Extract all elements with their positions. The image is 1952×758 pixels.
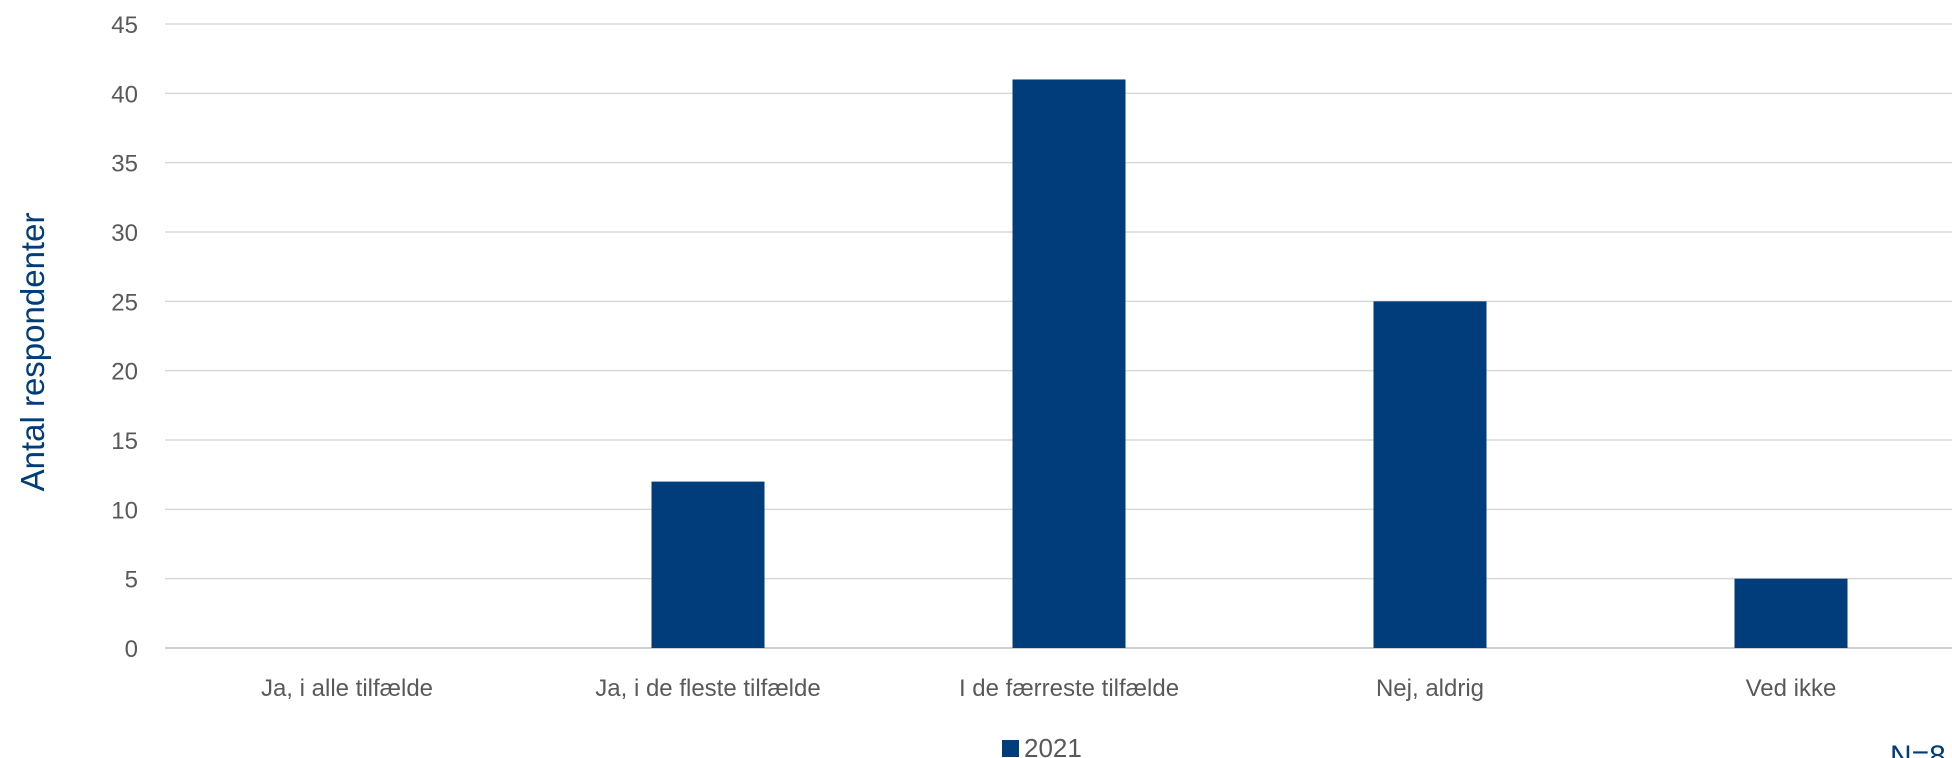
legend-swatch [1002,740,1019,757]
y-axis-ticks: 0 5 10 15 20 25 30 35 40 45 [111,12,138,663]
y-tick-label: 45 [111,12,138,39]
y-tick-label: 35 [111,151,138,178]
x-tick-label: Ja, i alle tilfælde [261,675,433,702]
sample-size-note: N=8 [1890,740,1946,758]
bar [1373,301,1487,648]
bar [1012,79,1126,648]
y-tick-label: 0 [125,636,138,663]
y-tick-label: 30 [111,220,138,247]
y-tick-label: 25 [111,289,138,316]
bar [1734,578,1848,648]
y-tick-label: 10 [111,497,138,524]
y-tick-label: 5 [125,567,138,594]
legend-label: 2021 [1024,733,1082,758]
bar [651,481,765,648]
y-axis-label: Antal respondenter [14,213,51,492]
y-tick-label: 40 [111,81,138,108]
bars [651,79,1848,648]
x-tick-label: I de færreste tilfælde [959,675,1179,702]
y-tick-label: 20 [111,359,138,386]
x-tick-label: Ja, i de fleste tilfælde [595,675,820,702]
y-tick-label: 15 [111,428,138,455]
x-tick-label: Nej, aldrig [1376,675,1484,702]
legend: 2021 [1002,733,1082,758]
x-tick-label: Ved ikke [1746,675,1837,702]
x-axis-ticks: Ja, i alle tilfælde Ja, i de fleste tilfæ… [261,675,1836,702]
